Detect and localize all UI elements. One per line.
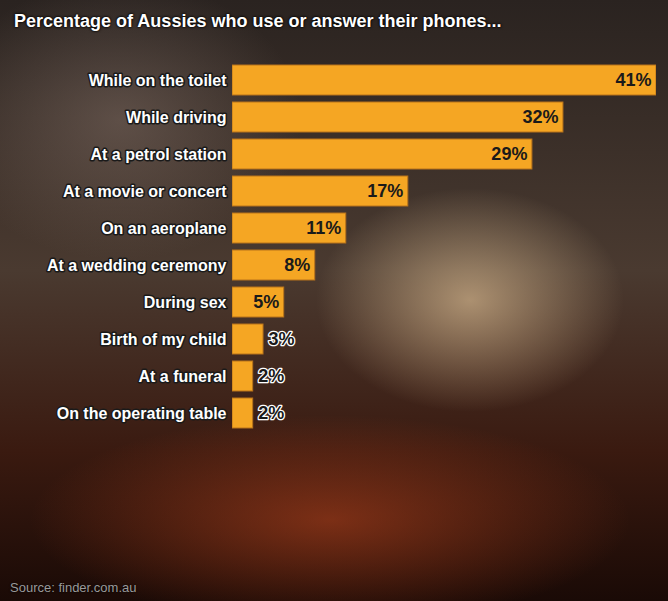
svg-text:At a wedding ceremony: At a wedding ceremony xyxy=(47,257,227,274)
svg-text:3%: 3% xyxy=(269,329,295,349)
svg-text:2%: 2% xyxy=(258,366,284,386)
svg-text:At a movie or concert: At a movie or concert xyxy=(63,183,227,200)
svg-text:41%: 41% xyxy=(615,70,651,90)
svg-text:At a funeral: At a funeral xyxy=(138,368,226,385)
html-text:Source: finder.com.au: Source: finder.com.au xyxy=(10,580,137,595)
svg-text:While on the toilet: While on the toilet xyxy=(89,72,227,89)
svg-text:During sex: During sex xyxy=(144,294,227,311)
svg-text:While driving: While driving xyxy=(126,109,226,126)
svg-text:32%: 32% xyxy=(522,107,558,127)
svg-text:29%: 29% xyxy=(491,144,527,164)
svg-text:2%: 2% xyxy=(258,403,284,423)
html-text:Percentage of Aussies who use: Percentage of Aussies who use or answer … xyxy=(14,11,502,31)
svg-text:On an aeroplane: On an aeroplane xyxy=(101,220,226,237)
svg-text:11%: 11% xyxy=(306,218,341,238)
svg-text:On the operating table: On the operating table xyxy=(57,405,227,422)
svg-text:At a petrol station: At a petrol station xyxy=(90,146,226,163)
svg-text:5%: 5% xyxy=(253,292,279,312)
svg-text:17%: 17% xyxy=(367,181,403,201)
svg-text:8%: 8% xyxy=(284,255,310,275)
svg-text:Birth of my child: Birth of my child xyxy=(100,331,226,348)
